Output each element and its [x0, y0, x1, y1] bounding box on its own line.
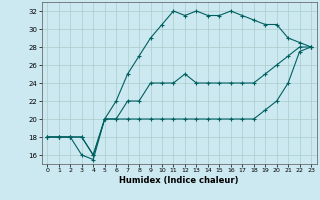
X-axis label: Humidex (Indice chaleur): Humidex (Indice chaleur): [119, 176, 239, 185]
